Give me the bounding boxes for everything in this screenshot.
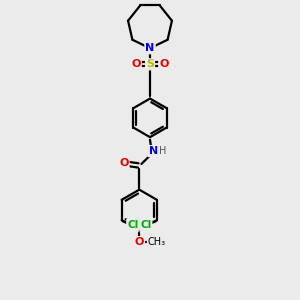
- Text: N: N: [148, 146, 158, 156]
- Text: S: S: [146, 59, 154, 69]
- Text: O: O: [135, 237, 144, 247]
- Text: H: H: [158, 146, 166, 156]
- Text: O: O: [159, 59, 169, 69]
- Text: O: O: [131, 59, 141, 69]
- Text: N: N: [146, 43, 154, 53]
- Text: Cl: Cl: [127, 220, 138, 230]
- Text: O: O: [119, 158, 128, 168]
- Text: Cl: Cl: [140, 220, 152, 230]
- Text: CH₃: CH₃: [148, 237, 166, 247]
